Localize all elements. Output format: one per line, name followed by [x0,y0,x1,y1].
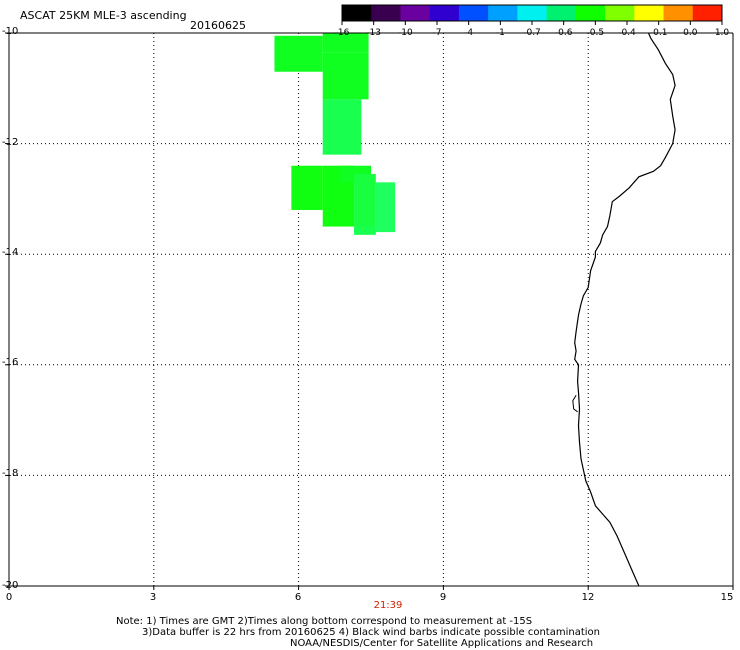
colorbar-tick-label: -10 [397,28,413,38]
wind-cells [274,33,396,235]
wind-cell [322,52,369,100]
wind-cell [322,33,369,53]
colorbar-segment [546,5,577,21]
colorbar-tick-label: -0.6 [554,28,573,38]
wind-cell [274,35,323,72]
wind-cell [322,99,362,155]
plot-title: ASCAT 25KM MLE-3 ascending [20,9,187,22]
colorbar-tick-label: -4 [464,28,474,38]
colorbar-tick-label: -16 [334,28,350,38]
colorbar-segment [371,5,401,21]
coastline [572,32,676,587]
colorbar-tick-label: 1.0 [714,28,730,38]
coastline-path [574,32,676,587]
lon-tick-label: 3 [149,592,157,603]
graticule [9,33,733,586]
coastline-inlet [572,394,578,413]
wind-cell [375,182,396,233]
lat-tick-label: -14 [2,247,19,258]
wind-cell [354,174,376,233]
colorbar [341,4,723,25]
colorbar-segment [458,5,489,21]
colorbar-segment [605,5,635,21]
lat-tick-label: -12 [2,137,19,148]
colorbar-segment [400,5,431,21]
plot-date: 20160625 [190,19,246,32]
lat-tick-label: -10 [2,26,19,37]
colorbar-segment [517,5,548,21]
colorbar-segment [342,5,372,21]
colorbar-tick-label: -0.1 [649,28,668,38]
colorbar-segment [692,5,723,21]
colorbar-tick-label: -0.7 [523,28,541,38]
note-line-2: 3)Data buffer is 22 hrs from 20160625 4)… [142,627,600,638]
lat-tick-label: -20 [2,580,19,591]
wind-cell [354,226,376,235]
colorbar-segment [663,5,694,21]
colorbar-tick-label: -0.5 [586,28,605,38]
lon-tick-label: 0 [5,592,13,603]
lon-tick-label: 9 [439,592,447,603]
lon-tick-label: 6 [294,592,302,603]
note-line-1: Note: 1) Times are GMT 2)Times along bot… [116,616,533,627]
lon-tick-label: 12 [581,592,595,603]
plot-frame [5,32,734,590]
colorbar-tick-label: -1 [495,28,505,38]
colorbar-tick-label: -7 [432,28,442,38]
lat-tick-label: -18 [2,468,19,479]
colorbar-tick-label: -0.4 [618,28,636,38]
colorbar-tick-label: 0.0 [683,28,698,38]
wind-cell [291,165,323,210]
note-line-3: NOAA/NESDIS/Center for Satellite Applica… [290,638,594,649]
colorbar-segment [429,5,460,21]
colorbar-segment [488,5,518,21]
pass-time-label: 21:39 [373,600,403,611]
lat-tick-label: -16 [2,357,19,368]
lon-tick-label: 15 [720,592,734,603]
colorbar-segment [634,5,665,21]
colorbar-segment [575,5,606,21]
colorbar-tick-label: -13 [366,28,382,38]
